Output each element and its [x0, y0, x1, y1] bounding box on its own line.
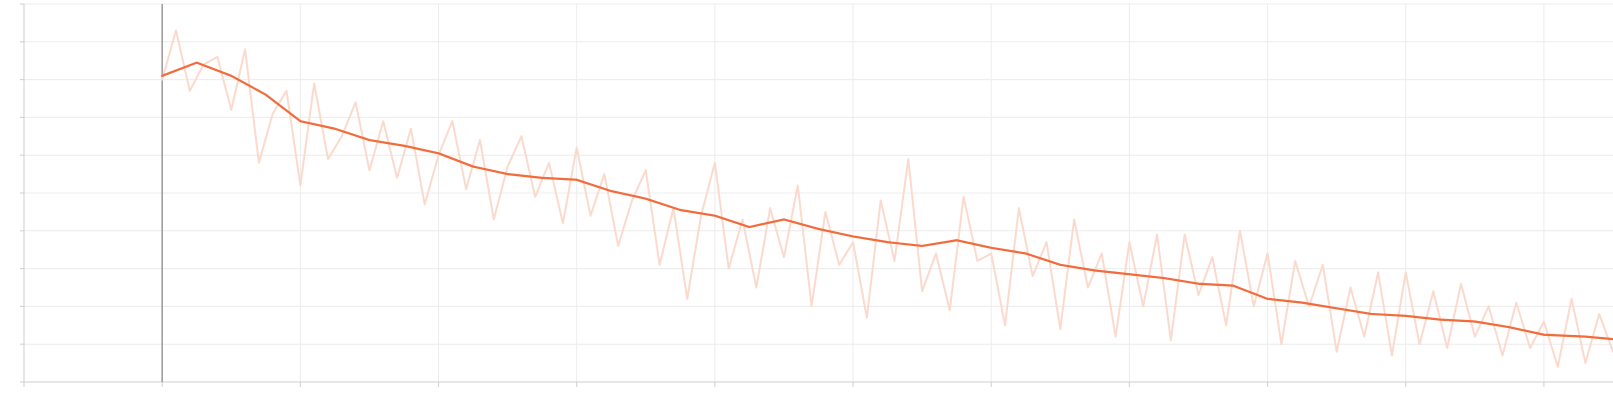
series-layer — [161, 29, 1613, 368]
raw-series-line — [161, 29, 1613, 368]
grid-layer — [23, 3, 1613, 383]
smoothed-series-line — [161, 61, 1613, 341]
axis-layer — [20, 3, 1613, 387]
